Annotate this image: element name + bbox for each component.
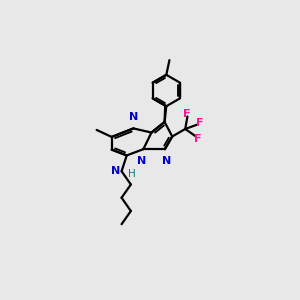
Text: F: F: [196, 118, 204, 128]
Text: F: F: [182, 109, 190, 119]
Text: H: H: [128, 169, 136, 178]
Text: N: N: [129, 112, 138, 122]
Text: F: F: [194, 134, 201, 144]
Text: N: N: [137, 156, 146, 166]
Text: N: N: [162, 156, 171, 166]
Text: N: N: [111, 166, 120, 176]
